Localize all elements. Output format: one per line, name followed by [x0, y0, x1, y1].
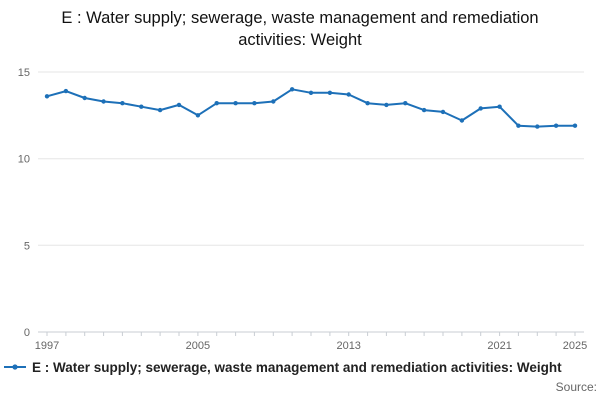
x-axis-tick-label: 2025: [563, 340, 587, 350]
chart-container: E : Water supply; sewerage, waste manage…: [0, 8, 600, 400]
legend[interactable]: E : Water supply; sewerage, waste manage…: [0, 360, 600, 375]
data-point-marker: [365, 100, 370, 105]
data-point-marker: [403, 100, 408, 105]
data-point-marker: [82, 95, 87, 100]
y-axis-tick-label: 5: [24, 240, 30, 252]
data-point-marker: [101, 98, 106, 104]
source-text: Source:: [555, 379, 597, 394]
data-point-marker: [346, 91, 351, 97]
legend-label: E : Water supply; sewerage, waste manage…: [32, 359, 562, 375]
data-point-marker: [252, 100, 257, 105]
y-axis-tick-label: 0: [24, 327, 30, 339]
data-point-marker: [478, 105, 483, 111]
data-point-marker: [233, 100, 238, 105]
data-point-marker: [421, 107, 427, 112]
data-point-marker: [553, 123, 559, 128]
data-point-marker: [139, 104, 144, 109]
data-point-marker: [440, 109, 446, 114]
legend-line-marker-icon: [4, 364, 26, 370]
data-point-marker: [195, 112, 201, 118]
data-point-marker: [535, 123, 540, 129]
y-axis-tick-label: 15: [18, 67, 30, 79]
data-point-marker: [516, 123, 521, 128]
data-point-marker: [120, 100, 125, 105]
chart-title: E : Water supply; sewerage, waste manage…: [61, 9, 539, 49]
data-point-marker: [459, 117, 465, 123]
data-point-marker: [176, 102, 182, 107]
data-point-marker: [384, 102, 389, 107]
data-point-marker: [157, 107, 163, 112]
x-axis-tick-label: 2013: [336, 340, 360, 350]
data-point-marker: [44, 93, 50, 99]
x-axis-tick-label: 2005: [186, 340, 210, 350]
x-axis-tick-label: 2021: [487, 340, 511, 350]
data-point-marker: [289, 86, 295, 92]
line-chart-plot-area: 0 5 10 15 1997 2005 2013 2021 2025: [18, 67, 587, 350]
data-point-marker: [214, 100, 219, 105]
data-point-marker: [271, 98, 276, 104]
legend-dot: [12, 364, 18, 370]
data-point-marker: [327, 90, 333, 95]
x-axis-tick-label: 1997: [35, 340, 59, 350]
data-point-marker: [497, 104, 502, 109]
y-axis-tick-label: 10: [18, 153, 30, 165]
data-point-marker: [63, 88, 69, 93]
data-point-marker: [572, 123, 578, 128]
data-point-marker: [308, 90, 314, 95]
